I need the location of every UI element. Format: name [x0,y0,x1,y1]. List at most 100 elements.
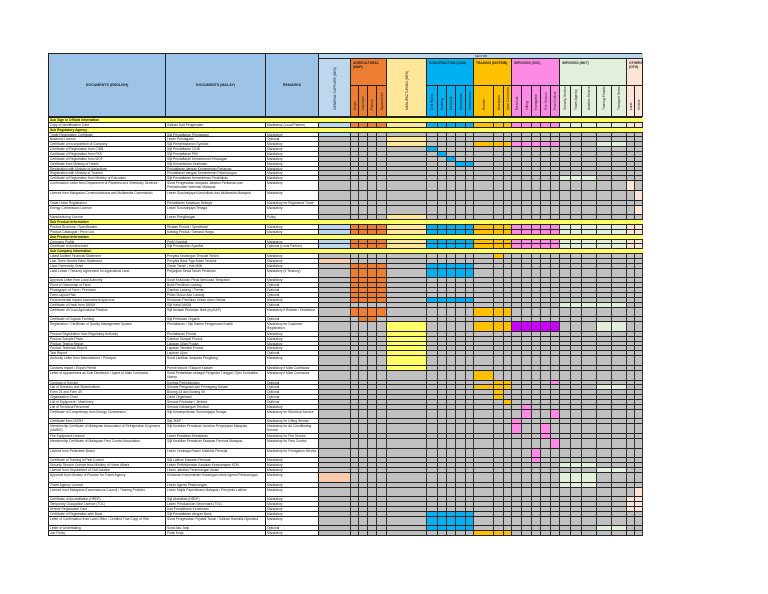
not-applicable-cell[interactable] [368,190,377,201]
not-applicable-cell[interactable] [438,424,447,435]
not-applicable-cell[interactable] [387,132,427,138]
not-applicable-cell[interactable] [522,399,532,405]
not-applicable-cell[interactable] [368,395,377,400]
not-applicable-cell[interactable] [571,152,582,157]
not-applicable-cell[interactable] [597,181,612,191]
not-applicable-cell[interactable] [512,458,522,464]
not-applicable-cell[interactable] [612,258,627,264]
not-applicable-cell[interactable] [560,434,571,439]
applicable-cell[interactable] [512,239,522,245]
not-applicable-cell[interactable] [427,254,438,259]
not-applicable-cell[interactable] [551,502,560,507]
not-applicable-cell[interactable] [532,351,541,357]
not-applicable-cell[interactable] [597,336,612,342]
not-applicable-cell[interactable] [447,307,456,318]
not-applicable-cell[interactable] [351,200,359,206]
not-applicable-cell[interactable] [541,487,551,498]
not-applicable-cell[interactable] [571,424,582,435]
table-row[interactable]: Certificate of Organic Farming Sijil Pert… [48,317,643,323]
not-applicable-cell[interactable] [512,438,522,449]
not-applicable-cell[interactable] [571,317,582,323]
not-applicable-cell[interactable] [532,390,541,396]
not-applicable-cell[interactable] [427,258,438,264]
not-applicable-cell[interactable] [560,409,571,420]
applicable-cell[interactable] [447,516,456,527]
not-applicable-cell[interactable] [447,278,456,284]
not-applicable-cell[interactable] [635,176,643,182]
not-applicable-cell[interactable] [438,399,447,405]
not-applicable-cell[interactable] [466,365,474,371]
not-applicable-cell[interactable] [319,497,351,503]
not-applicable-cell[interactable] [582,181,597,191]
not-applicable-cell[interactable] [551,152,560,157]
not-applicable-cell[interactable] [456,132,466,138]
applicable-cell[interactable] [571,239,582,245]
not-applicable-cell[interactable] [512,356,522,366]
not-applicable-cell[interactable] [551,424,560,435]
not-applicable-cell[interactable] [582,331,597,337]
not-applicable-cell[interactable] [387,380,427,386]
not-applicable-cell[interactable] [377,511,387,517]
applicable-cell[interactable] [447,156,456,162]
not-applicable-cell[interactable] [427,419,438,425]
not-applicable-cell[interactable] [427,351,438,357]
not-applicable-cell[interactable] [532,166,541,172]
applicable-cell[interactable] [466,268,474,279]
table-row[interactable]: Certificate of Registration from Ministr… [48,176,643,182]
not-applicable-cell[interactable] [447,322,456,332]
not-applicable-cell[interactable] [494,171,504,177]
not-applicable-cell[interactable] [582,506,597,512]
not-applicable-cell[interactable] [427,356,438,366]
table-row[interactable]: Licence from Pesticides Board Lesen Lemba… [48,448,643,459]
applicable-cell[interactable] [351,239,359,245]
applicable-cell[interactable] [532,458,541,464]
not-applicable-cell[interactable] [532,171,541,177]
not-applicable-cell[interactable] [351,331,359,337]
not-applicable-cell[interactable] [387,307,427,318]
applicable-cell[interactable] [635,190,643,201]
not-applicable-cell[interactable] [582,293,597,298]
applicable-cell[interactable] [368,268,377,279]
not-applicable-cell[interactable] [560,331,571,337]
not-applicable-cell[interactable] [438,434,447,439]
not-applicable-cell[interactable] [571,365,582,371]
not-applicable-cell[interactable] [627,356,635,366]
applicable-cell[interactable] [612,322,627,332]
not-applicable-cell[interactable] [597,458,612,464]
not-applicable-cell[interactable] [532,356,541,366]
not-applicable-cell[interactable] [504,152,512,157]
not-applicable-cell[interactable] [474,171,494,177]
not-applicable-cell[interactable] [456,181,466,191]
not-applicable-cell[interactable] [541,448,551,459]
applicable-cell[interactable] [359,317,368,323]
not-applicable-cell[interactable] [466,434,474,439]
not-applicable-cell[interactable] [456,336,466,342]
not-applicable-cell[interactable] [532,472,541,483]
not-applicable-cell[interactable] [635,516,643,527]
applicable-cell[interactable] [359,122,368,128]
applicable-cell[interactable] [456,229,466,235]
not-applicable-cell[interactable] [319,190,351,201]
not-applicable-cell[interactable] [438,156,447,162]
not-applicable-cell[interactable] [456,497,466,503]
applicable-cell[interactable] [466,224,474,230]
applicable-cell[interactable] [387,356,427,366]
not-applicable-cell[interactable] [532,132,541,138]
not-applicable-cell[interactable] [560,404,571,410]
not-applicable-cell[interactable] [359,302,368,308]
not-applicable-cell[interactable] [560,258,571,264]
applicable-cell[interactable] [504,229,512,235]
not-applicable-cell[interactable] [551,395,560,400]
not-applicable-cell[interactable] [387,404,427,410]
not-applicable-cell[interactable] [456,438,466,449]
not-applicable-cell[interactable] [359,531,368,537]
not-applicable-cell[interactable] [319,419,351,425]
not-applicable-cell[interactable] [447,147,456,153]
applicable-cell[interactable] [582,244,597,250]
not-applicable-cell[interactable] [427,161,438,167]
not-applicable-cell[interactable] [551,341,560,347]
not-applicable-cell[interactable] [319,365,351,371]
applicable-cell[interactable] [494,385,504,391]
not-applicable-cell[interactable] [456,156,466,162]
not-applicable-cell[interactable] [571,434,582,439]
